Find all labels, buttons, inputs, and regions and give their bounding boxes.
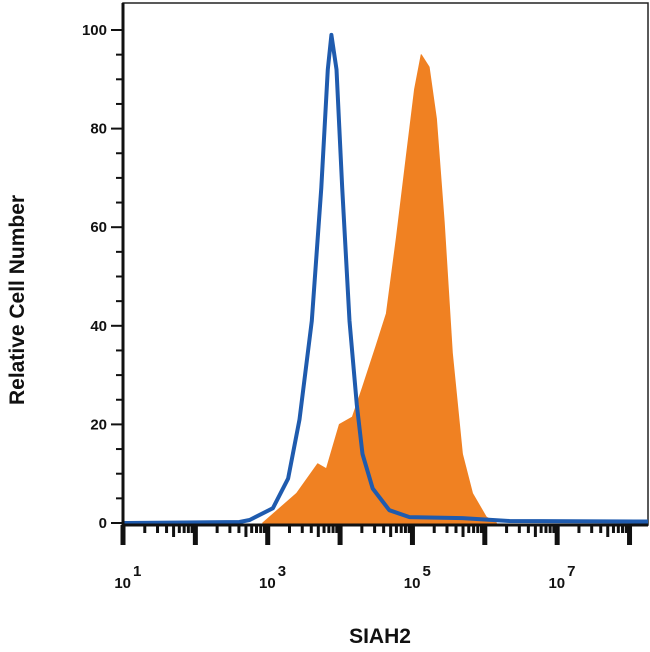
series-filled-histogram [262,54,497,524]
x-axis-title: SIAH2 [349,625,411,648]
y-tick-label: 80 [90,121,107,138]
y-tick-label: 0 [99,515,107,532]
y-tick-label: 100 [82,22,107,39]
x-tick-exponent: 1 [133,563,141,580]
series-layer [122,32,649,525]
axis-layer [111,3,648,545]
x-tick-label: 10 [114,575,131,592]
x-tick-exponent: 7 [567,563,575,580]
y-tick-label: 40 [90,318,107,335]
x-tick-exponent: 5 [422,563,430,580]
x-tick-label: 10 [404,575,421,592]
x-tick-label: 10 [548,575,565,592]
y-axis-title: Relative Cell Number [6,195,29,405]
x-tick-label: 10 [259,575,276,592]
y-tick-label: 60 [90,219,107,236]
x-tick-exponent: 3 [278,563,286,580]
y-tick-label: 20 [90,416,107,433]
series-outline-histogram [122,32,649,525]
